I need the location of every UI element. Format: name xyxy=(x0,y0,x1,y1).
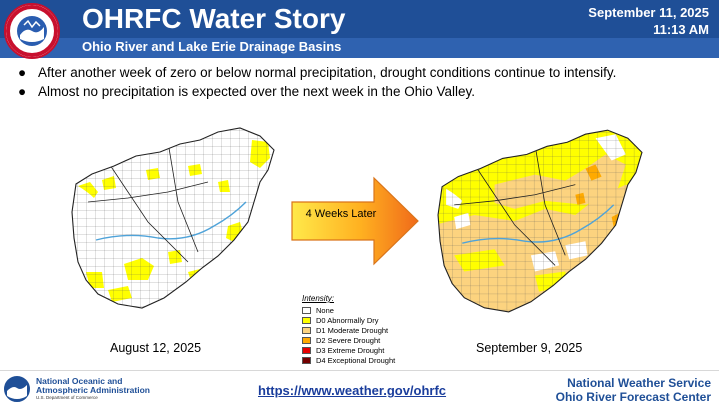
legend-item: D0 Abnormally Dry xyxy=(302,315,395,325)
legend-title: Intensity: xyxy=(302,294,335,303)
legend-swatch xyxy=(302,306,311,314)
legend-label: D3 Extreme Drought xyxy=(316,345,385,355)
footer xyxy=(0,370,719,405)
bullet-text: After another week of zero or below norm… xyxy=(38,65,617,80)
noaa-name: National Oceanic and Atmospheric Adminis… xyxy=(36,377,150,395)
page-subtitle: Ohio River and Lake Erie Drainage Basins xyxy=(82,39,342,54)
bullet-text: Almost no precipitation is expected over… xyxy=(38,84,475,99)
noaa-line2: Atmospheric Administration xyxy=(36,385,150,395)
legend-label: D0 Abnormally Dry xyxy=(316,315,379,325)
map-caption-right: September 9, 2025 xyxy=(476,341,583,355)
map-caption-left: August 12, 2025 xyxy=(110,341,202,355)
legend-label: D2 Severe Drought xyxy=(316,335,381,345)
forecast-center-name: Ohio River Forecast Center xyxy=(555,390,711,404)
legend: Intensity: None D0 Abnormally Dry D1 Mod… xyxy=(302,294,395,365)
ohrfc-link[interactable]: https://www.weather.gov/ohrfc xyxy=(258,383,447,398)
bullet-list: ● After another week of zero or below nor… xyxy=(18,63,616,101)
legend-item: D1 Moderate Drought xyxy=(302,325,395,335)
drought-map-september xyxy=(437,129,643,313)
noaa-line1: National Oceanic and xyxy=(36,376,123,386)
legend-label: D1 Moderate Drought xyxy=(316,325,389,335)
legend-label: D4 Exceptional Drought xyxy=(316,355,396,365)
nws-name: National Weather Service xyxy=(567,376,711,390)
legend-swatch xyxy=(302,326,311,334)
bullet-item: ● Almost no precipitation is expected ove… xyxy=(18,84,475,99)
legend-label: None xyxy=(316,305,334,315)
legend-item: D4 Exceptional Drought xyxy=(302,355,395,365)
legend-swatch xyxy=(302,356,311,364)
noaa-department: U.S. Department of Commerce xyxy=(36,395,98,400)
page-title: OHRFC Water Story xyxy=(82,3,346,34)
header-date: September 11, 2025 xyxy=(588,5,709,20)
legend-item: None xyxy=(302,305,395,315)
legend-swatch xyxy=(302,336,311,344)
arrow-icon xyxy=(291,176,419,266)
arrow-label: 4 Weeks Later xyxy=(305,208,377,220)
header-bar xyxy=(0,0,719,38)
nws-logo xyxy=(4,3,60,59)
legend-item: D2 Severe Drought xyxy=(302,335,395,345)
subtitle-bar xyxy=(0,38,719,58)
legend-swatch xyxy=(302,316,311,324)
legend-swatch xyxy=(302,346,311,354)
legend-item: D3 Extreme Drought xyxy=(302,345,395,355)
noaa-logo xyxy=(4,376,30,402)
bullet-item: ● After another week of zero or below nor… xyxy=(18,65,617,80)
drought-map-august xyxy=(71,127,275,309)
header-time: 11:13 AM xyxy=(653,22,709,37)
